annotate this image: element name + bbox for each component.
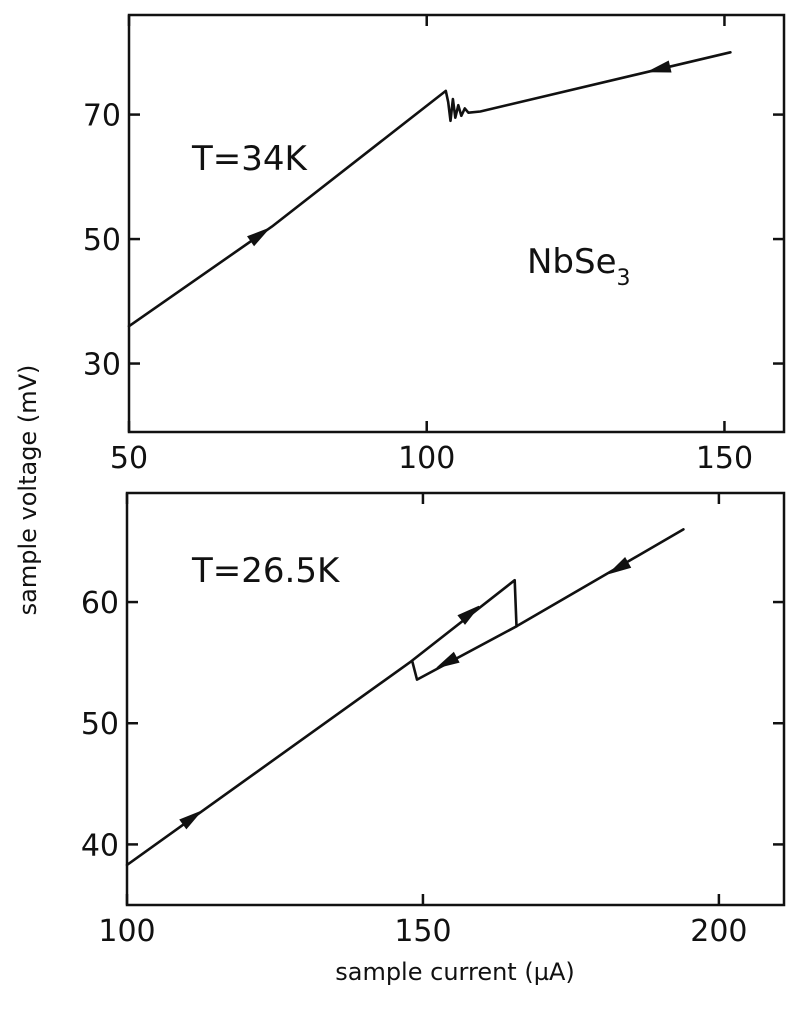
bottom-panel: 100 150 200 40 50 60 T=26.5K: [81, 491, 786, 949]
bottom-series-line-1: [410, 624, 518, 681]
bottom-direction-arrow: [436, 651, 460, 669]
top-x-tick-label: 50: [110, 441, 148, 476]
top-tick-labels: 50 100 150 30 50 70: [83, 99, 753, 476]
top-y-tick-label: 30: [83, 348, 121, 383]
bottom-tick-labels: 100 150 200 40 50 60: [81, 586, 748, 949]
top-ticks: [127, 15, 784, 432]
bottom-direction-arrow: [608, 556, 632, 575]
top-direction-arrow: [647, 60, 672, 73]
bottom-x-tick-label: 150: [394, 914, 451, 949]
bottom-series-group: [125, 528, 685, 867]
top-direction-arrow: [247, 227, 270, 247]
bottom-direction-arrow: [457, 605, 480, 625]
bottom-y-tick-label: 60: [81, 586, 119, 621]
top-plot-frame: [127, 13, 786, 434]
material-name: NbSe: [527, 242, 617, 282]
top-y-tick-label: 50: [83, 223, 121, 258]
bottom-plot-frame: [125, 491, 786, 907]
bottom-direction-arrow: [179, 810, 202, 830]
bottom-y-tick-label: 40: [81, 828, 119, 863]
top-x-tick-label: 150: [696, 441, 753, 476]
top-temperature-label: T=34K: [191, 139, 309, 179]
bottom-ticks: [125, 493, 784, 905]
bottom-series-line-0: [125, 528, 685, 867]
bottom-x-tick-label: 100: [98, 914, 155, 949]
top-panel: 50 100 150 30 50 70 T=34K NbSe3: [83, 13, 786, 476]
bottom-temperature-label: T=26.5K: [191, 551, 341, 591]
top-y-tick-label: 70: [83, 99, 121, 134]
top-series-line-0: [127, 50, 732, 328]
top-x-tick-label: 100: [398, 441, 455, 476]
material-label: NbSe3: [527, 242, 631, 291]
top-series-group: [127, 50, 732, 328]
y-axis-title: sample voltage (mV): [14, 365, 42, 616]
bottom-y-tick-label: 50: [81, 707, 119, 742]
material-subscript: 3: [617, 266, 631, 291]
x-axis-title: sample current (µA): [335, 958, 575, 986]
bottom-x-tick-label: 200: [690, 914, 747, 949]
